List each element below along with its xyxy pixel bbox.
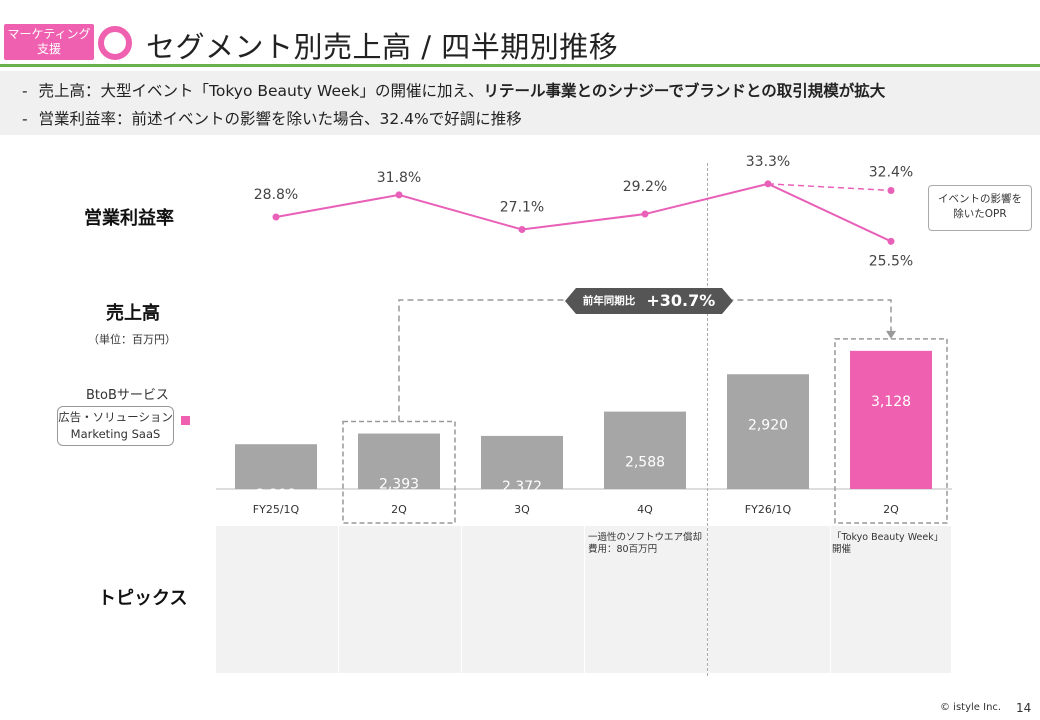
sales-value-label: 2,920 bbox=[748, 417, 788, 433]
sales-bar bbox=[727, 374, 809, 489]
segment-tag-line1: マーケティング bbox=[7, 27, 91, 41]
legend-line-1: 広告・ソリューション bbox=[58, 410, 173, 424]
highlight-box bbox=[342, 420, 456, 524]
legend-box: 広告・ソリューション Marketing SaaS bbox=[57, 406, 174, 446]
summary-line-2-text: 営業利益率：前述イベントの影響を除いた場合、32.4%で好調に推移 bbox=[38, 110, 522, 128]
summary-line-1: - 売上高：大型イベント「Tokyo Beauty Week」の開催に加え、リテ… bbox=[22, 79, 885, 101]
topic-fy26-2q-line2: 開催 bbox=[832, 544, 852, 555]
opr-point bbox=[272, 213, 280, 221]
opr-point bbox=[641, 210, 649, 218]
summary-line-1-dash: - bbox=[22, 82, 28, 100]
sales-value-label: 3,128 bbox=[871, 394, 911, 410]
sales-bar bbox=[850, 350, 932, 489]
category-label: FY25/1Q bbox=[253, 503, 300, 516]
summary-box: - 売上高：大型イベント「Tokyo Beauty Week」の開催に加え、リテ… bbox=[0, 71, 1040, 135]
yoy-badge-shape bbox=[565, 288, 733, 314]
topic-fy26-2q: 「Tokyo Beauty Week」 開催 bbox=[832, 532, 943, 556]
yoy-connector bbox=[398, 299, 892, 422]
yoy-label: 前年同期比 bbox=[582, 295, 636, 307]
category-label: 4Q bbox=[637, 503, 653, 516]
topic-4q: 一過性のソフトウエア償却 費用：80百万円 bbox=[588, 532, 702, 556]
segment-tag-line2: 支援 bbox=[36, 42, 61, 56]
legend-swatch bbox=[181, 416, 190, 425]
topic-4q-line1: 一過性のソフトウエア償却 bbox=[588, 532, 703, 543]
topics-label: トピックス bbox=[98, 588, 188, 609]
category-label: 2Q bbox=[883, 503, 899, 516]
topic-4q-line2: 費用：80百万円 bbox=[588, 544, 658, 555]
summary-line-1-bold: リテール事業とのシナジーでブランドとの取引規模が拡大 bbox=[483, 82, 886, 100]
opr-point bbox=[395, 191, 403, 199]
category-label: 2Q bbox=[391, 503, 407, 516]
yoy-badge: 前年同期比 +30.7% bbox=[565, 290, 733, 312]
sales-bar bbox=[604, 411, 686, 489]
opr-line bbox=[275, 182, 892, 243]
opr-adjusted-line bbox=[767, 183, 892, 192]
btob-label: BtoBサービス bbox=[86, 388, 169, 403]
opr-point bbox=[887, 237, 895, 245]
opr-note-line2: 除いたOPR bbox=[953, 208, 1007, 220]
opr-note-line1: イベントの影響を bbox=[938, 193, 1022, 205]
sales-bar bbox=[358, 433, 440, 489]
page-title: セグメント別売上高 / 四半期別推移 bbox=[146, 30, 619, 64]
opr-point bbox=[764, 180, 772, 188]
ring-icon bbox=[98, 26, 132, 60]
topic-divider bbox=[830, 526, 831, 673]
sales-bar bbox=[235, 444, 317, 489]
opr-note: イベントの影響を 除いたOPR bbox=[928, 185, 1032, 231]
topic-fy26-2q-line1: 「Tokyo Beauty Week」 bbox=[832, 532, 944, 543]
title-divider bbox=[0, 64, 1040, 67]
legend-line-2: Marketing SaaS bbox=[70, 427, 161, 441]
yoy-arrowhead bbox=[886, 330, 896, 339]
sales-value-label: 2,588 bbox=[625, 455, 665, 471]
sales-value-label: 2,393 bbox=[379, 477, 419, 493]
fiscal-year-divider bbox=[707, 163, 708, 676]
summary-line-2-dash: - bbox=[22, 110, 28, 128]
opr-adjusted-point bbox=[887, 186, 895, 194]
opr-label: 営業利益率 bbox=[84, 208, 174, 229]
copyright: © istyle Inc. bbox=[940, 702, 1002, 713]
unit-label: （単位：百万円） bbox=[88, 333, 176, 346]
sales-value-label: 2,372 bbox=[502, 479, 542, 495]
category-label: FY26/1Q bbox=[745, 503, 792, 516]
opr-value-label: 28.8% bbox=[254, 187, 298, 203]
page-number: 14 bbox=[1016, 701, 1032, 715]
opr-value-label: 27.1% bbox=[500, 200, 544, 216]
segment-tag: マーケティング 支援 bbox=[4, 24, 94, 60]
opr-value-label: 25.5% bbox=[869, 253, 913, 269]
sales-value-label: 2,298 bbox=[256, 487, 296, 503]
opr-value-label: 33.3% bbox=[746, 154, 790, 170]
highlight-box bbox=[834, 338, 948, 524]
sales-bar bbox=[481, 435, 563, 489]
summary-line-1-text: 売上高：大型イベント「Tokyo Beauty Week」の開催に加え、 bbox=[38, 82, 484, 100]
sales-label: 売上高 bbox=[106, 303, 160, 324]
summary-line-2: - 営業利益率：前述イベントの影響を除いた場合、32.4%で好調に推移 bbox=[22, 107, 522, 129]
yoy-value: +30.7% bbox=[646, 291, 716, 310]
topic-divider bbox=[584, 526, 585, 673]
opr-point bbox=[518, 226, 526, 234]
opr-value-label: 31.8% bbox=[377, 170, 421, 186]
topic-divider bbox=[338, 526, 339, 673]
opr-adjusted-label: 32.4% bbox=[869, 164, 913, 180]
topic-divider bbox=[461, 526, 462, 673]
opr-value-label: 29.2% bbox=[623, 179, 667, 195]
category-label: 3Q bbox=[514, 503, 530, 516]
